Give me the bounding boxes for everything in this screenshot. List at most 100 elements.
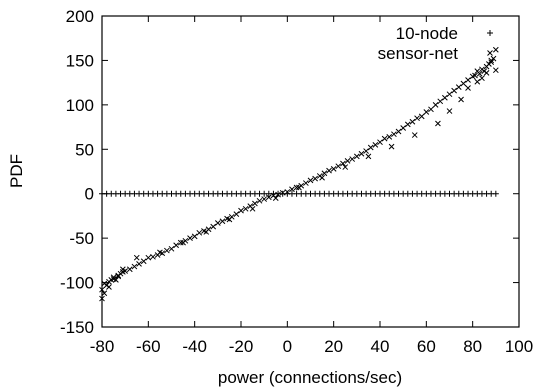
- data-point-cross: [428, 106, 434, 113]
- data-point-cross: [119, 266, 126, 273]
- series-10-node: [99, 190, 499, 197]
- data-point-cross: [409, 118, 416, 125]
- data-point-cross: [483, 70, 490, 76]
- data-point-cross: [145, 254, 152, 261]
- data-point-cross: [353, 153, 360, 160]
- data-point-cross: [284, 189, 291, 195]
- data-point-cross: [99, 295, 105, 302]
- y-tick-label: -150: [60, 318, 94, 337]
- y-tick-label: 200: [66, 7, 94, 26]
- x-tick-label: 80: [463, 337, 482, 356]
- data-point-cross: [446, 91, 453, 98]
- data-point-cross: [261, 196, 268, 202]
- data-point-cross: [252, 200, 258, 207]
- data-point-cross: [363, 148, 369, 154]
- data-point-cross: [150, 253, 156, 260]
- y-tick-label: 150: [66, 51, 94, 70]
- data-point-cross: [265, 194, 272, 201]
- x-tick-label: 100: [505, 337, 533, 356]
- data-point-cross: [365, 153, 372, 160]
- x-axis-label: power (connections/sec): [218, 368, 402, 387]
- data-point-cross: [476, 70, 483, 77]
- data-point-cross: [173, 242, 179, 249]
- data-point-cross: [404, 121, 411, 128]
- data-point-plus: [492, 190, 499, 197]
- data-point-cross: [492, 67, 499, 74]
- data-point-cross: [349, 156, 356, 162]
- data-point-cross: [372, 141, 379, 148]
- data-point-cross: [275, 191, 281, 198]
- legend-marker-plus: [487, 30, 493, 36]
- data-point-cross: [210, 223, 217, 230]
- data-point-cross: [388, 143, 395, 150]
- data-point-cross: [458, 96, 464, 103]
- data-point-cross: [442, 94, 448, 101]
- data-point-cross: [203, 229, 210, 235]
- data-point-cross: [488, 59, 495, 66]
- data-point-cross: [101, 290, 108, 297]
- data-point-cross: [455, 84, 462, 90]
- data-point-cross: [226, 216, 233, 223]
- x-tick-label: -40: [182, 337, 207, 356]
- data-point-cross: [335, 163, 342, 170]
- data-point-cross: [418, 113, 425, 120]
- data-point-cross: [435, 120, 441, 127]
- y-axis-label: PDF: [7, 154, 26, 188]
- data-point-cross: [110, 276, 117, 282]
- data-point-cross: [157, 249, 163, 256]
- x-tick-label: 60: [417, 337, 436, 356]
- data-point-cross: [131, 263, 138, 270]
- data-point-cross: [377, 139, 383, 146]
- data-point-cross: [307, 177, 314, 184]
- data-point-cross: [177, 239, 184, 246]
- axis-ticks: [101, 15, 520, 328]
- data-point-cross: [101, 280, 108, 287]
- y-tick-label: -100: [60, 274, 94, 293]
- data-point-cross: [249, 205, 256, 212]
- legend-marker-cross: [487, 50, 493, 56]
- x-tick-label: -60: [136, 337, 161, 356]
- data-point-cross: [187, 235, 193, 241]
- data-point-cross: [312, 175, 318, 182]
- data-point-cross: [479, 75, 485, 82]
- y-tick-label: 100: [66, 96, 94, 115]
- data-point-cross: [279, 189, 286, 196]
- data-point-cross: [492, 46, 499, 53]
- x-tick-label: -20: [229, 337, 254, 356]
- legend-markers: [487, 30, 493, 56]
- data-point-cross: [115, 272, 122, 279]
- data-point-cross: [303, 180, 309, 186]
- data-point-cross: [99, 286, 105, 293]
- data-point-cross: [367, 144, 374, 151]
- x-tick-label: 40: [371, 337, 390, 356]
- data-point-cross: [460, 80, 467, 87]
- data-point-cross: [191, 233, 198, 240]
- data-point-cross: [490, 55, 497, 62]
- legend: 10-node sensor-net: [378, 24, 493, 63]
- data-point-cross: [381, 135, 388, 142]
- data-point-cross: [474, 78, 481, 85]
- data-point-cross: [238, 207, 244, 214]
- data-point-cross: [180, 239, 186, 246]
- data-point-cross: [472, 72, 478, 79]
- y-tick-label: 0: [85, 185, 94, 204]
- plot-frame: [101, 15, 520, 328]
- series-sensor-net: [99, 46, 499, 302]
- data-point-cross: [126, 266, 133, 273]
- data-point-cross: [344, 157, 351, 164]
- data-point-cross: [326, 167, 332, 174]
- data-point-cross: [321, 170, 328, 177]
- x-tick-label: 20: [324, 337, 343, 356]
- x-tick-label: -80: [90, 337, 115, 356]
- data-point-cross: [214, 220, 221, 226]
- data-point-cross: [432, 102, 439, 108]
- data-point-cross: [293, 184, 300, 191]
- data-point-cross: [423, 109, 430, 115]
- data-point-cross: [342, 164, 349, 170]
- data-point-cross: [136, 261, 142, 267]
- data-marks: [99, 46, 499, 302]
- data-point-cross: [358, 150, 365, 157]
- data-point-cross: [465, 85, 471, 91]
- data-point-cross: [319, 174, 325, 181]
